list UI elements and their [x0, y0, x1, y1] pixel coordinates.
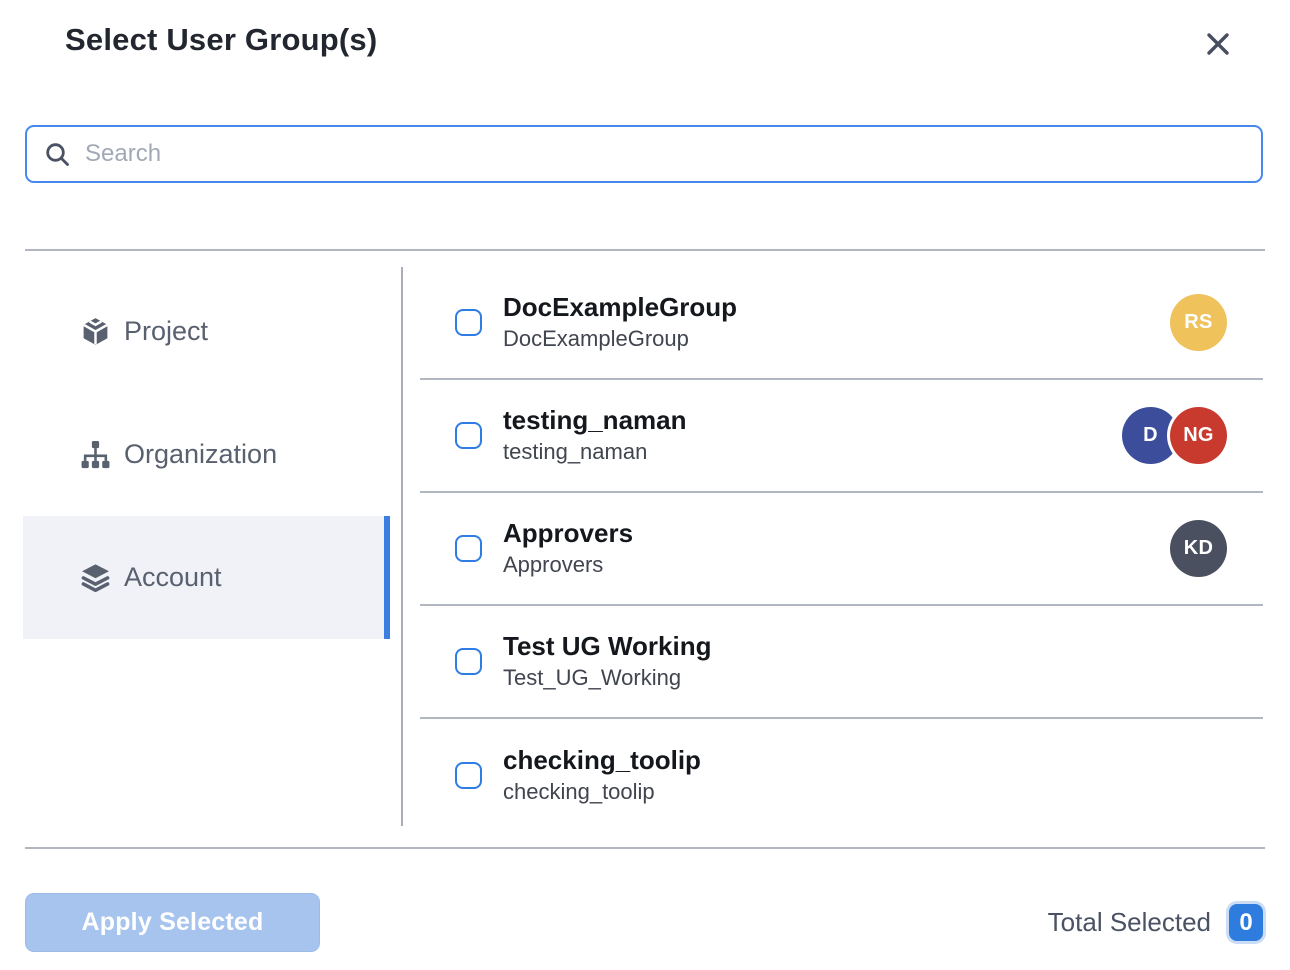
group-checkbox[interactable] [455, 535, 482, 562]
group-list: DocExampleGroup DocExampleGroup RS testing_… [402, 252, 1290, 848]
org-chart-icon [80, 439, 111, 470]
group-subtitle: checking_toolip [503, 778, 655, 804]
group-subtitle: Approvers [503, 551, 604, 577]
group-text: DocExampleGroup DocExampleGroup [503, 292, 737, 353]
vertical-divider [401, 267, 403, 826]
group-title: checking_toolip [503, 744, 701, 775]
search-icon [46, 142, 69, 166]
group-title: DocExampleGroup [503, 291, 738, 322]
sidebar-item-label: Account [124, 562, 222, 592]
modal-footer: Apply Selected Total Selected 0 [0, 849, 1290, 970]
group-checkbox[interactable] [455, 648, 482, 675]
total-selected-badge: 0 [1229, 904, 1263, 941]
group-text: testing_naman testing_naman [503, 405, 687, 466]
layers-icon [80, 562, 111, 593]
header-divider [25, 249, 1265, 251]
group-row[interactable]: checking_toolip checking_toolip [420, 719, 1263, 832]
modal-title: Select User Group(s) [65, 22, 378, 57]
group-row[interactable]: testing_naman testing_naman D NG [420, 380, 1263, 493]
group-text: Test UG Working Test_UG_Working [503, 631, 712, 692]
avatar: KD [1170, 520, 1227, 577]
group-row[interactable]: Approvers Approvers KD [420, 493, 1263, 606]
sidebar-item-organization[interactable]: Organization [23, 393, 390, 516]
close-button[interactable] [1200, 26, 1236, 62]
sidebar-item-label: Project [124, 316, 209, 346]
group-title: testing_naman [503, 404, 687, 435]
search-input[interactable] [71, 127, 1261, 181]
group-title: Approvers [503, 517, 634, 548]
modal-content: Project Organization Account DocExampleGro… [0, 252, 1290, 848]
close-icon [1207, 33, 1229, 55]
sidebar-tabs: Project Organization Account [0, 252, 402, 848]
avatar: D [1122, 407, 1179, 464]
total-selected: Total Selected 0 [1048, 904, 1263, 941]
sidebar-item-label: Organization [124, 439, 278, 469]
cube-icon [80, 316, 111, 347]
avatar: NG [1170, 407, 1227, 464]
group-subtitle: Test_UG_Working [503, 664, 682, 690]
group-checkbox[interactable] [455, 309, 482, 336]
group-text: checking_toolip checking_toolip [503, 745, 701, 806]
group-subtitle: testing_naman [503, 438, 648, 464]
group-text: Approvers Approvers [503, 518, 633, 579]
group-checkbox[interactable] [455, 422, 482, 449]
total-selected-label: Total Selected [1047, 907, 1211, 937]
avatar-stack: D NG [1122, 407, 1227, 464]
sidebar-item-project[interactable]: Project [23, 270, 390, 393]
avatar-stack: RS [1170, 294, 1227, 351]
group-checkbox[interactable] [455, 762, 482, 789]
avatar-stack: KD [1170, 520, 1227, 577]
avatar: RS [1170, 294, 1227, 351]
group-subtitle: DocExampleGroup [503, 325, 689, 351]
group-title: Test UG Working [503, 630, 712, 661]
sidebar-item-account[interactable]: Account [23, 516, 390, 639]
footer-divider [25, 847, 1265, 849]
active-tab-indicator [384, 516, 390, 639]
modal-header: Select User Group(s) [0, 0, 1290, 125]
search-box[interactable] [25, 125, 1263, 183]
group-row[interactable]: DocExampleGroup DocExampleGroup RS [420, 267, 1263, 380]
group-row[interactable]: Test UG Working Test_UG_Working [420, 606, 1263, 719]
apply-selected-button[interactable]: Apply Selected [25, 893, 320, 952]
